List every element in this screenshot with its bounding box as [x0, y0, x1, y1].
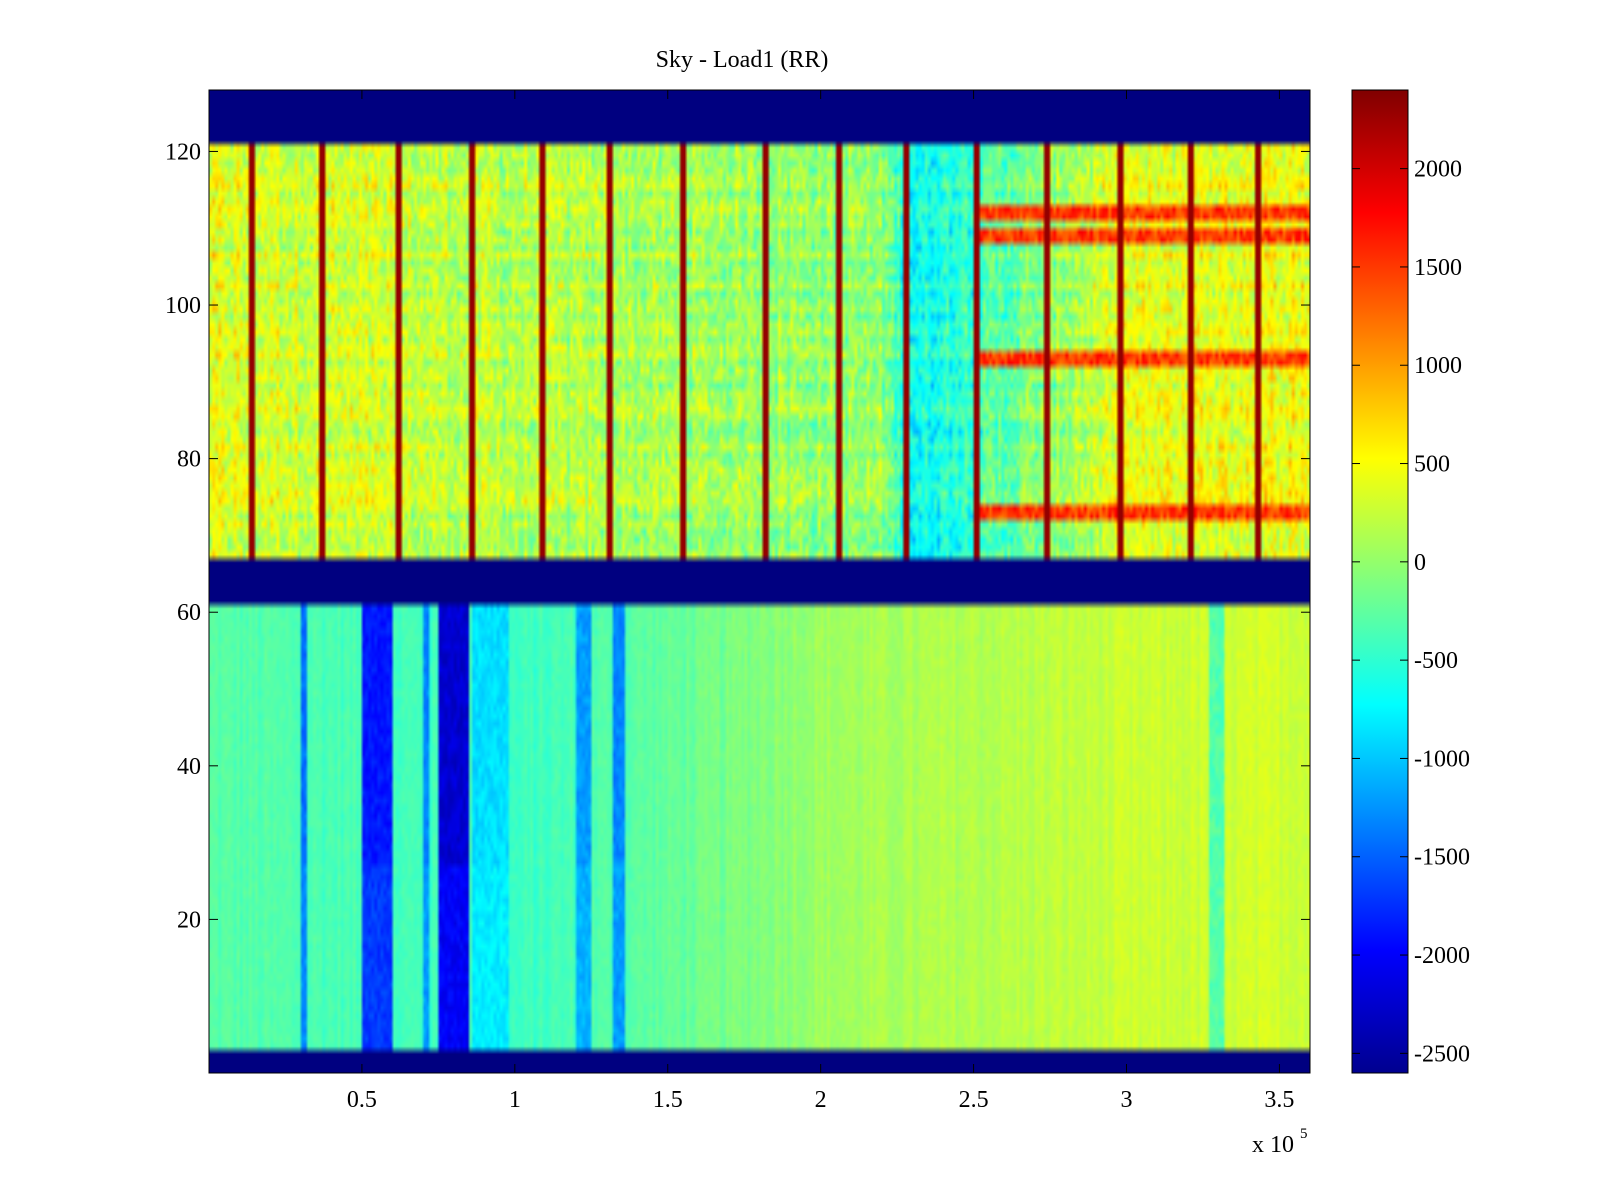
colorbar-tick-label: -1500	[1414, 845, 1470, 871]
plot-frame	[208, 89, 1311, 1074]
colorbar: 2000 1500 1000 500 0 -500 -1000 -1500 -2000 -2500	[1351, 89, 1470, 1074]
y-tick-label: 120	[165, 139, 201, 165]
chart-title: Sky - Load1 (RR)	[656, 47, 829, 73]
colorbar-tick-label: 1000	[1414, 353, 1462, 379]
colorbar-tick-label: 500	[1414, 452, 1450, 478]
colorbar-tick-label: -2500	[1414, 1041, 1470, 1067]
y-tick-label: 80	[177, 447, 201, 473]
x-tick-label: 2.5	[959, 1087, 989, 1113]
x-tick-label: 0.5	[347, 1087, 377, 1113]
colorbar-tick-label: -500	[1414, 648, 1458, 674]
colorbar-bar	[1351, 89, 1409, 1074]
x-multiplier-exponent: 5	[1300, 1126, 1308, 1142]
y-tick-label: 40	[177, 754, 201, 780]
colorbar-tick-label: 2000	[1414, 157, 1462, 183]
colorbar-tick-label: 0	[1414, 550, 1426, 576]
colorbar-tick-label: -2000	[1414, 943, 1470, 969]
y-tick-label: 20	[177, 907, 201, 933]
x-tick-label: 1	[509, 1087, 521, 1113]
x-multiplier-label: x 10	[1252, 1132, 1294, 1158]
x-tick-label: 3.5	[1264, 1087, 1294, 1113]
colorbar-tick-label: 1500	[1414, 255, 1462, 281]
x-tick-label: 1.5	[653, 1087, 683, 1113]
y-axis: 20 40 60 80 100 120	[165, 139, 1310, 933]
colorbar-tick-label: -1000	[1414, 746, 1470, 772]
x-tick-label: 3	[1121, 1087, 1133, 1113]
x-axis: 0.5 1 1.5 2 2.5 3 3.5	[347, 90, 1294, 1113]
y-tick-label: 60	[177, 600, 201, 626]
colorbar-ticks: 2000 1500 1000 500 0 -500 -1000 -1500 -2000 -2500	[1352, 157, 1470, 1067]
x-tick-label: 2	[815, 1087, 827, 1113]
heatmap-image	[209, 90, 1310, 1073]
x-multiplier: x 10 5	[1252, 1126, 1308, 1158]
heatmap-area	[209, 90, 1310, 1073]
y-tick-label: 100	[165, 293, 201, 319]
